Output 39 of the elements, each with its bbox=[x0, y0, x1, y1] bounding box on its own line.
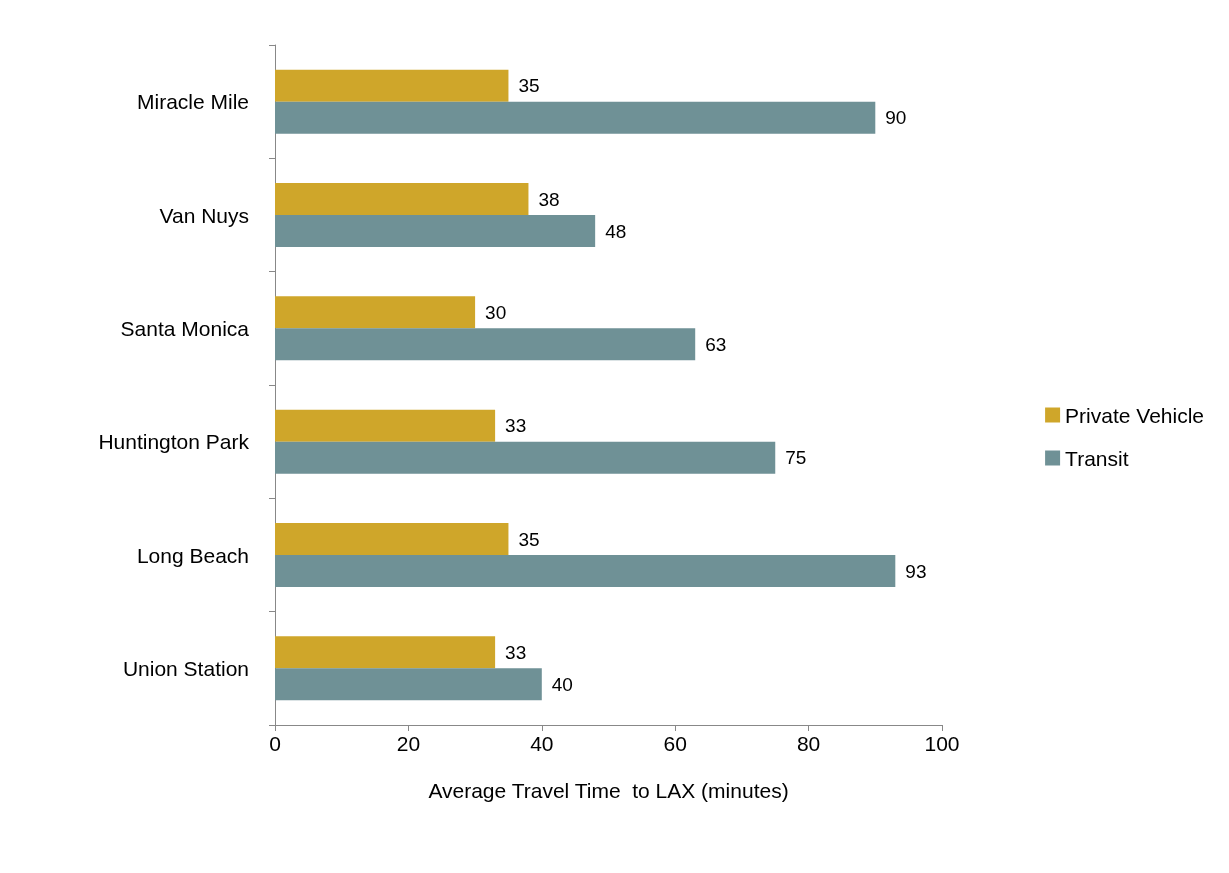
x-tick-label: 100 bbox=[924, 732, 960, 755]
y-tick-label: Union Station bbox=[122, 656, 249, 680]
data-label: 35 bbox=[518, 528, 540, 550]
x-tick-label: 80 bbox=[796, 732, 821, 755]
x-tick-label: 20 bbox=[396, 732, 421, 755]
bar bbox=[275, 101, 876, 134]
data-label: 63 bbox=[705, 333, 727, 355]
y-tick-label: Santa Monica bbox=[120, 316, 250, 340]
y-tick-label: Huntington Park bbox=[98, 430, 250, 454]
data-label: 35 bbox=[518, 75, 540, 97]
bar bbox=[275, 328, 696, 361]
bar bbox=[275, 441, 776, 474]
bar bbox=[275, 668, 542, 701]
x-tick-label: 60 bbox=[663, 732, 687, 755]
x-axis-title: Average Travel Time to LAX (minutes) bbox=[428, 779, 789, 802]
legend-label: Private Vehicle bbox=[1065, 403, 1205, 427]
bar bbox=[275, 215, 596, 247]
bar bbox=[275, 69, 509, 102]
y-tick-label: Miracle Mile bbox=[136, 90, 249, 114]
data-label: 33 bbox=[505, 641, 527, 663]
bar bbox=[275, 183, 529, 215]
data-label: 48 bbox=[605, 220, 627, 242]
data-label: 33 bbox=[505, 415, 527, 437]
x-tick-label: 0 bbox=[269, 732, 281, 755]
data-label: 38 bbox=[538, 188, 560, 210]
data-label: 75 bbox=[785, 447, 807, 469]
legend-label: Transit bbox=[1065, 446, 1129, 470]
data-label: 30 bbox=[485, 301, 507, 323]
y-tick-label: Van Nuys bbox=[159, 203, 249, 227]
bar bbox=[275, 296, 476, 329]
data-label: 90 bbox=[885, 107, 907, 129]
data-label: 40 bbox=[551, 673, 573, 695]
bar bbox=[275, 555, 896, 587]
y-tick-label: Long Beach bbox=[136, 543, 249, 567]
data-label: 93 bbox=[905, 560, 927, 582]
x-tick-label: 40 bbox=[530, 732, 554, 755]
bar bbox=[275, 523, 509, 555]
bar bbox=[275, 636, 496, 669]
bar bbox=[275, 409, 496, 442]
